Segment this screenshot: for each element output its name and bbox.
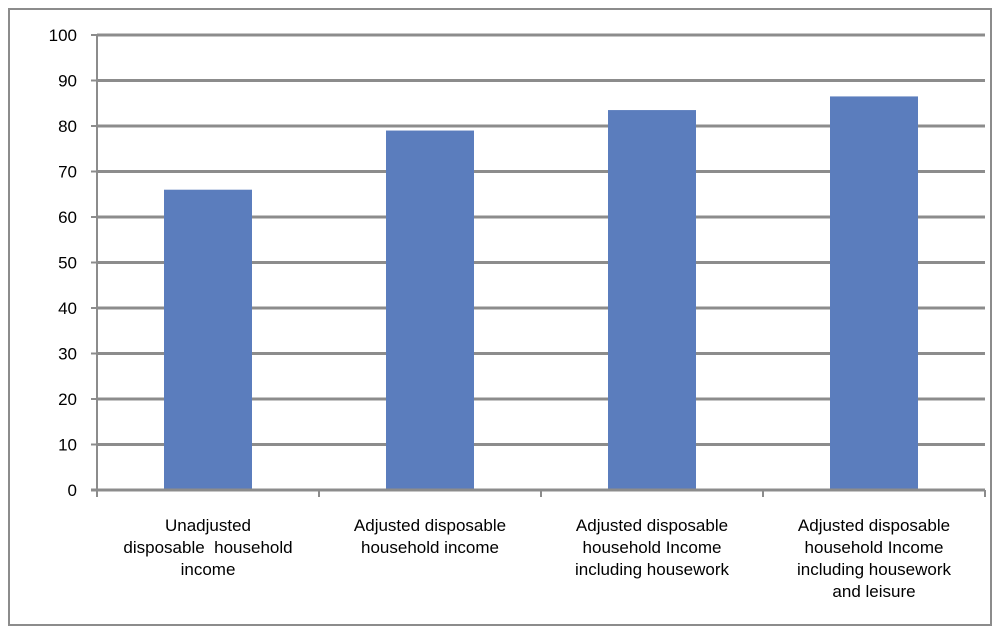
axes [91, 34, 986, 497]
y-tick-labels: 0 10 20 30 40 50 60 70 80 90 100 [49, 26, 77, 500]
bar [164, 189, 252, 490]
bar [608, 110, 696, 490]
x-category-label: Adjusted disposable household Income inclu… [797, 516, 952, 601]
x-category-label: Adjusted disposable household income [354, 516, 506, 557]
bar [386, 130, 474, 491]
y-tick-label: 10 [58, 436, 77, 455]
y-tick-label: 50 [58, 254, 77, 273]
x-category-label-line: including housework [797, 560, 952, 579]
x-category-label-line: household Income [583, 538, 722, 557]
x-category-label-line: Unadjusted [165, 516, 251, 535]
x-category-labels: Unadjusted disposable household income Adju… [123, 516, 951, 601]
x-category-label-line: household Income [805, 538, 944, 557]
bars [164, 96, 918, 491]
y-tick-label: 20 [58, 390, 77, 409]
x-category-label-line: Adjusted disposable [576, 516, 728, 535]
x-category-label-line: income [181, 560, 236, 579]
x-category-label-line: household income [361, 538, 499, 557]
y-tick-label: 30 [58, 345, 77, 364]
bar [830, 96, 918, 491]
y-tick-label: 80 [58, 117, 77, 136]
x-category-label: Adjusted disposable household Income inclu… [575, 516, 730, 579]
x-category-label-line: including housework [575, 560, 730, 579]
y-tick-label: 100 [49, 26, 77, 45]
x-category-label: Unadjusted disposable household income [123, 516, 292, 579]
y-tick-label: 70 [58, 163, 77, 182]
y-tick-label: 60 [58, 208, 77, 227]
x-category-label-line: Adjusted disposable [798, 516, 950, 535]
x-category-label-line: and leisure [832, 582, 915, 601]
y-tick-label: 0 [68, 481, 77, 500]
x-category-label-line: Adjusted disposable [354, 516, 506, 535]
y-tick-label: 40 [58, 299, 77, 318]
x-category-label-line: disposable household [123, 538, 292, 557]
y-tick-label: 90 [58, 72, 77, 91]
